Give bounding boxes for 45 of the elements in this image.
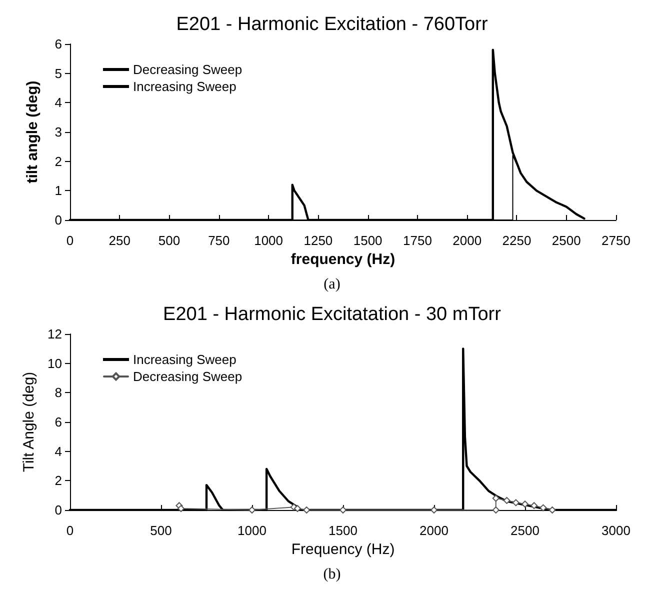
x-tick-label: 2500	[510, 523, 540, 538]
y-tick-label: 6	[54, 36, 62, 52]
y-tick-label: 10	[48, 356, 62, 371]
x-tick-label: 0	[66, 233, 74, 248]
x-axis-title: frequency (Hz)	[290, 251, 396, 268]
x-tick-label: 2750	[602, 233, 630, 248]
y-tick-label: 2	[54, 473, 62, 488]
x-tick-label: 3000	[602, 523, 630, 538]
legend-label: Increasing Sweep	[133, 79, 236, 94]
x-tick-label: 2250	[502, 233, 532, 248]
x-tick-label: 1000	[254, 233, 284, 248]
x-tick-label: 1750	[402, 233, 432, 248]
x-axis-title: Frequency (Hz)	[291, 540, 395, 558]
x-tick-label: 500	[158, 233, 180, 248]
y-tick-label: 3	[54, 124, 62, 140]
y-tick-label: 4	[54, 444, 62, 459]
x-tick-label: 2000	[420, 523, 448, 538]
x-tick-label: 2500	[552, 233, 581, 248]
x-tick-label: 500	[150, 523, 172, 538]
y-tick-label: 8	[54, 385, 62, 400]
y-tick-label: 6	[54, 414, 62, 430]
y-tick-label: 0	[54, 212, 62, 228]
chart-title: E201 - Harmonic Excitatation - 30 mTorr	[163, 304, 502, 325]
x-tick-label: 0	[66, 523, 74, 538]
x-tick-label: 1500	[353, 233, 382, 248]
x-tick-label: 2000	[452, 233, 482, 248]
y-tick-label: 5	[54, 66, 62, 81]
y-tick-label: 0	[54, 502, 62, 518]
text: (b)	[323, 566, 341, 582]
legend-label: Decreasing Sweep	[133, 62, 242, 77]
y-axis-title: tilt angle (deg)	[24, 80, 41, 184]
y-axis-title: Tilt Angle (deg)	[20, 372, 38, 472]
x-tick-label: 1500	[328, 523, 358, 538]
chart-title: E201 - Harmonic Excitation - 760Torr	[176, 14, 488, 35]
text: (a)	[324, 276, 340, 292]
x-tick-label: 1000	[238, 523, 266, 538]
x-tick-label: 1250	[304, 233, 333, 248]
y-tick-label: 4	[54, 95, 62, 110]
y-tick-label: 12	[48, 326, 62, 342]
y-tick-label: 2	[54, 154, 62, 169]
x-tick-label: 750	[208, 233, 230, 248]
legend-label: Increasing Sweep	[133, 352, 236, 367]
y-tick-label: 1	[54, 183, 62, 198]
x-tick-label: 250	[108, 233, 130, 248]
legend-label: Decreasing Sweep	[133, 369, 242, 384]
